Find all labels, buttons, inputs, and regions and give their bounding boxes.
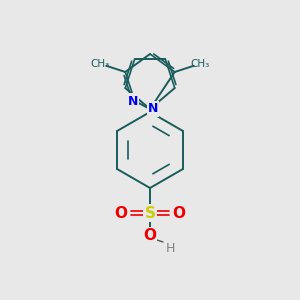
Text: O: O (115, 206, 128, 220)
Text: N: N (128, 94, 138, 107)
Text: O: O (172, 206, 185, 220)
Text: CH₃: CH₃ (191, 58, 210, 69)
Text: S: S (145, 206, 155, 220)
Text: O: O (143, 227, 157, 242)
Text: H: H (165, 242, 175, 254)
Text: CH₃: CH₃ (90, 58, 109, 69)
Text: N: N (148, 103, 158, 116)
